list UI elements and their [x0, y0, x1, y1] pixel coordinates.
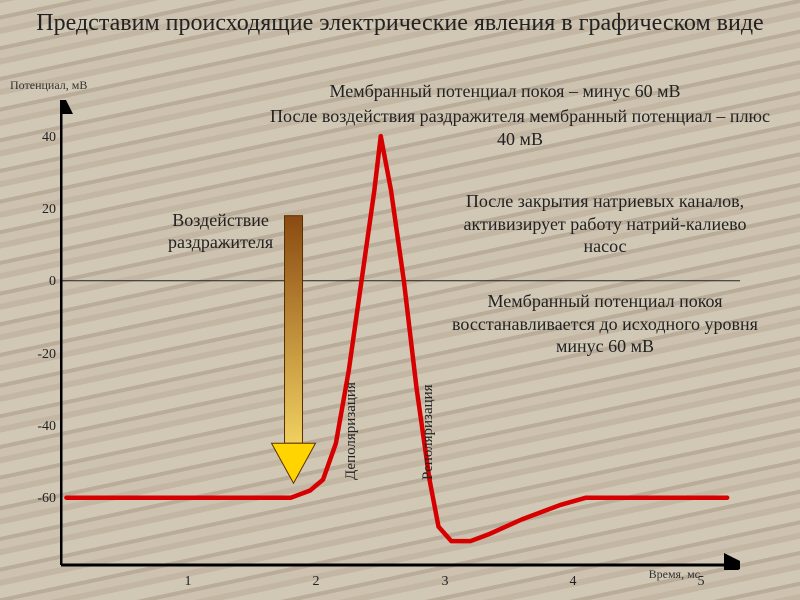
- annotation-resting: Мембранный потенциал покоя – минус 60 мВ: [250, 80, 760, 103]
- ytick: 40: [26, 130, 56, 146]
- stimulus-label: Воздействие раздражителя: [168, 210, 273, 253]
- xtick: 4: [570, 574, 577, 590]
- xtick: 1: [185, 574, 192, 590]
- xtick: 2: [313, 574, 320, 590]
- annotation-pump: После закрытия натриевых каналов, активи…: [440, 190, 770, 258]
- ytick: -60: [26, 491, 56, 507]
- depolarization-label: Деполяризация: [343, 382, 360, 480]
- xtick: 3: [442, 574, 449, 590]
- ytick: -40: [26, 419, 56, 435]
- annotation-restore: Мембранный потенциал покоя восстанавлива…: [440, 290, 770, 358]
- stimulus-text: Воздействие раздражителя: [168, 210, 273, 252]
- page-title: Представим происходящие электрические яв…: [0, 8, 800, 38]
- ytick: 20: [26, 202, 56, 218]
- x-axis-label: Время, мс: [649, 567, 700, 582]
- ytick: 0: [26, 274, 56, 290]
- ytick: -20: [26, 347, 56, 363]
- y-axis-label: Потенциал, мВ: [10, 78, 87, 93]
- repolarization-label: Реполяризация: [420, 384, 437, 480]
- annotation-peak: После воздействия раздражителя мембранны…: [260, 105, 780, 150]
